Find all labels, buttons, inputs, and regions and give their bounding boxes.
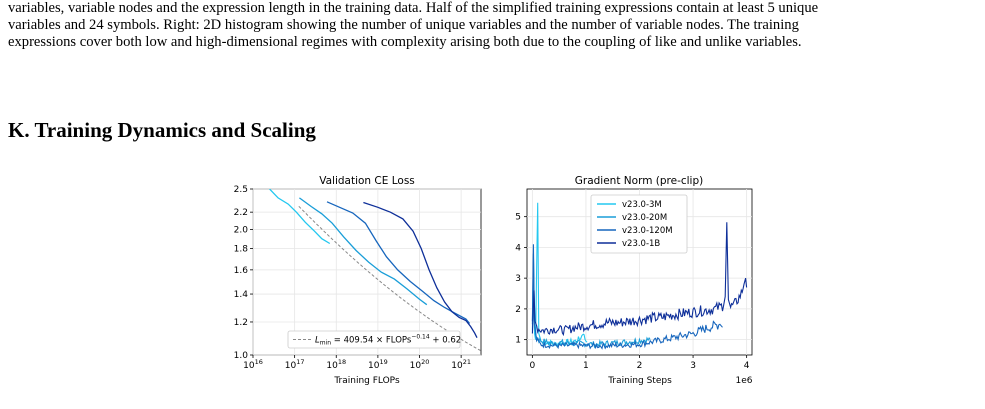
x-tick-label: 0 <box>529 361 535 371</box>
series-line-v23.0-1B <box>531 222 748 337</box>
x-tick-label: 3 <box>690 361 696 371</box>
x-tick-label: 1021 <box>451 358 471 371</box>
chart-title: Gradient Norm (pre-clip) <box>575 175 703 187</box>
series-line-v23.0-20M <box>299 197 428 306</box>
y-tick-label: 2.5 <box>234 185 248 195</box>
legend-label: v23.0-120M <box>622 226 673 236</box>
paragraph-line: expressions cover both low and high-dime… <box>8 34 802 50</box>
series-line-v23.0-1B <box>363 201 478 338</box>
legend-label-fit: Lmin = 409.54 × FLOPs−0.14 + 0.62 <box>315 334 461 347</box>
x-tick-label: 1016 <box>243 358 263 371</box>
y-tick-label: 5 <box>515 213 521 223</box>
y-tick-label: 1.8 <box>234 245 249 255</box>
y-tick-label: 1.6 <box>234 266 249 276</box>
validation-loss-chart: 1016 1017 1018 1019 1020 1021 1.0 1.2 1.4 1.6 1.8… <box>234 175 482 386</box>
chart-title: Validation CE Loss <box>319 175 415 187</box>
legend-label: v23.0-3M <box>622 200 662 210</box>
legend-box <box>590 194 688 254</box>
y-tick-label: 1 <box>515 336 521 346</box>
x-tick-label: 1019 <box>368 358 388 371</box>
x-tick-label: 1018 <box>326 358 346 371</box>
legend-label: v23.0-20M <box>622 213 667 223</box>
y-tick-label: 2.0 <box>234 225 249 235</box>
y-tick-label: 2.2 <box>234 208 248 218</box>
series-line-v23.0-120M <box>531 244 723 350</box>
series-line-v23.0-20M <box>531 253 651 349</box>
paragraph-line: variables and 24 symbols. Right: 2D hist… <box>8 17 799 33</box>
x-axis-label: Training FLOPs <box>333 376 400 386</box>
x-tick-label: 1 <box>583 361 589 371</box>
y-tick-label: 1.4 <box>234 290 249 300</box>
y-tick-label: 2 <box>515 305 521 315</box>
paragraph-line: variables, variable nodes and the expres… <box>8 0 819 16</box>
y-tick-label: 3 <box>515 274 521 284</box>
training-dynamics-figure: 1016 1017 1018 1019 1020 1021 1.01.21.41.61.8… <box>234 175 753 386</box>
legend-label: v23.0-1B <box>622 239 660 249</box>
x-offset-label: 1e6 <box>736 376 753 386</box>
power-law-fit-line <box>298 205 481 352</box>
y-tick-label: 4 <box>515 243 521 253</box>
gradient-norm-chart: 0 1 2 3 4 1 2 3 4 5 Gradient Norm (pre-clip) Tra… <box>515 175 752 386</box>
plot-frame <box>252 188 482 356</box>
series-line-v23.0-120M <box>326 201 471 324</box>
intro-paragraph: variables, variable nodes and the expres… <box>8 0 978 51</box>
y-tick-label: 1.2 <box>234 318 248 328</box>
legend: Lmin = 409.54 × FLOPs−0.14 + 0.62 <box>287 330 461 349</box>
x-tick-label: 1017 <box>285 358 305 371</box>
section-heading: K. Training Dynamics and Scaling <box>8 118 316 142</box>
x-tick-label: 4 <box>744 361 750 371</box>
x-tick-label: 2 <box>637 361 643 371</box>
x-tick-label: 1020 <box>410 358 430 371</box>
x-axis-label: Training Steps <box>607 376 672 386</box>
series-line-v23.0-3M <box>269 189 331 245</box>
y-tick-label: 1.0 <box>234 351 249 361</box>
legend-box <box>287 330 461 349</box>
legend: v23.0-3M v23.0-20M v23.0-120M v23.0-1B <box>590 194 688 254</box>
